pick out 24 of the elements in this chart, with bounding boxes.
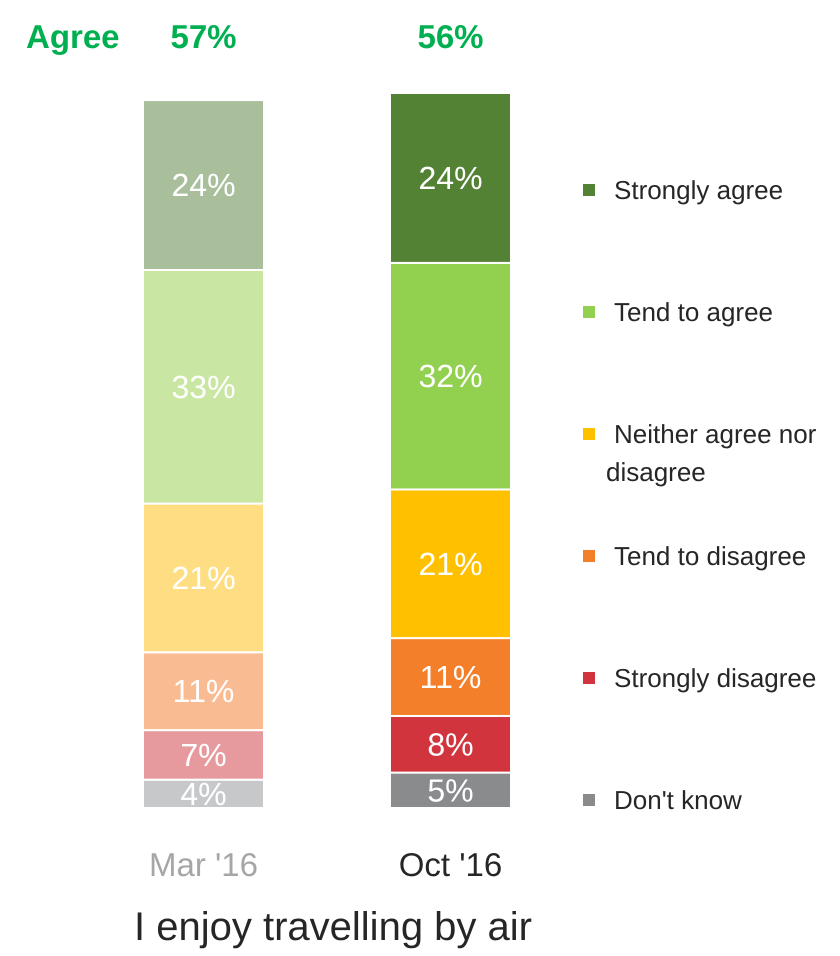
data-label: 7% bbox=[180, 736, 227, 773]
data-label: 4% bbox=[180, 776, 227, 812]
data-label: 33% bbox=[171, 368, 236, 405]
text: 57% bbox=[170, 18, 237, 55]
data-label: 8% bbox=[427, 726, 474, 762]
x-tick-label: Mar '16 bbox=[148, 846, 258, 883]
legend-label: Tend to disagree bbox=[614, 541, 806, 571]
legend-label: Strongly agree bbox=[614, 175, 784, 205]
text: Agree bbox=[26, 18, 120, 55]
data-label: 21% bbox=[418, 546, 483, 582]
data-label: 11% bbox=[420, 659, 482, 696]
legend-label: Don't know bbox=[614, 785, 742, 815]
legend-label: Strongly disagree bbox=[614, 663, 816, 693]
text: 56% bbox=[417, 18, 484, 55]
legend-label: Neither agree nor disagree bbox=[606, 419, 817, 487]
legend-label: Tend to agree bbox=[614, 297, 774, 327]
x-tick-label: Oct '16 bbox=[398, 846, 502, 883]
data-label: 32% bbox=[418, 358, 483, 394]
data-label: 11% bbox=[172, 673, 234, 710]
text: I enjoy travelling by air bbox=[134, 905, 532, 949]
data-label: 24% bbox=[418, 160, 483, 196]
data-label: 21% bbox=[171, 560, 236, 596]
data-label: 24% bbox=[171, 167, 236, 204]
data-label: 5% bbox=[427, 772, 474, 808]
